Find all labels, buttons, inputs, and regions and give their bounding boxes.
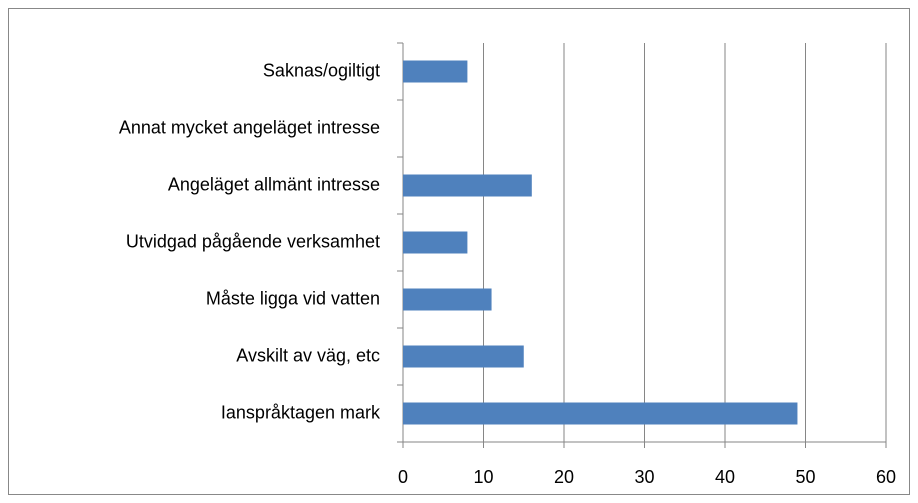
y-tick-label: Saknas/ogiltigt	[263, 60, 380, 80]
x-tick-label: 20	[554, 467, 574, 487]
x-tick-label: 0	[398, 467, 408, 487]
y-tick-label: Angeläget allmänt intresse	[168, 174, 380, 194]
bar	[403, 174, 532, 197]
y-tick-label: Annat mycket angeläget intresse	[119, 117, 380, 137]
bar	[403, 60, 468, 83]
x-tick-label: 60	[876, 467, 896, 487]
bar	[403, 231, 468, 254]
y-tick-label: Avskilt av väg, etc	[236, 345, 380, 365]
bar	[403, 288, 492, 311]
y-tick-label: Utvidgad pågående verksamhet	[126, 231, 380, 251]
x-tick-label: 10	[473, 467, 493, 487]
bar	[403, 345, 524, 368]
x-tick-label: 40	[715, 467, 735, 487]
x-tick-label: 50	[795, 467, 815, 487]
y-tick-label: Ianspråktagen mark	[221, 402, 381, 422]
x-tick-label: 30	[634, 467, 654, 487]
bar	[403, 402, 798, 425]
y-tick-label: Måste ligga vid vatten	[206, 288, 380, 308]
